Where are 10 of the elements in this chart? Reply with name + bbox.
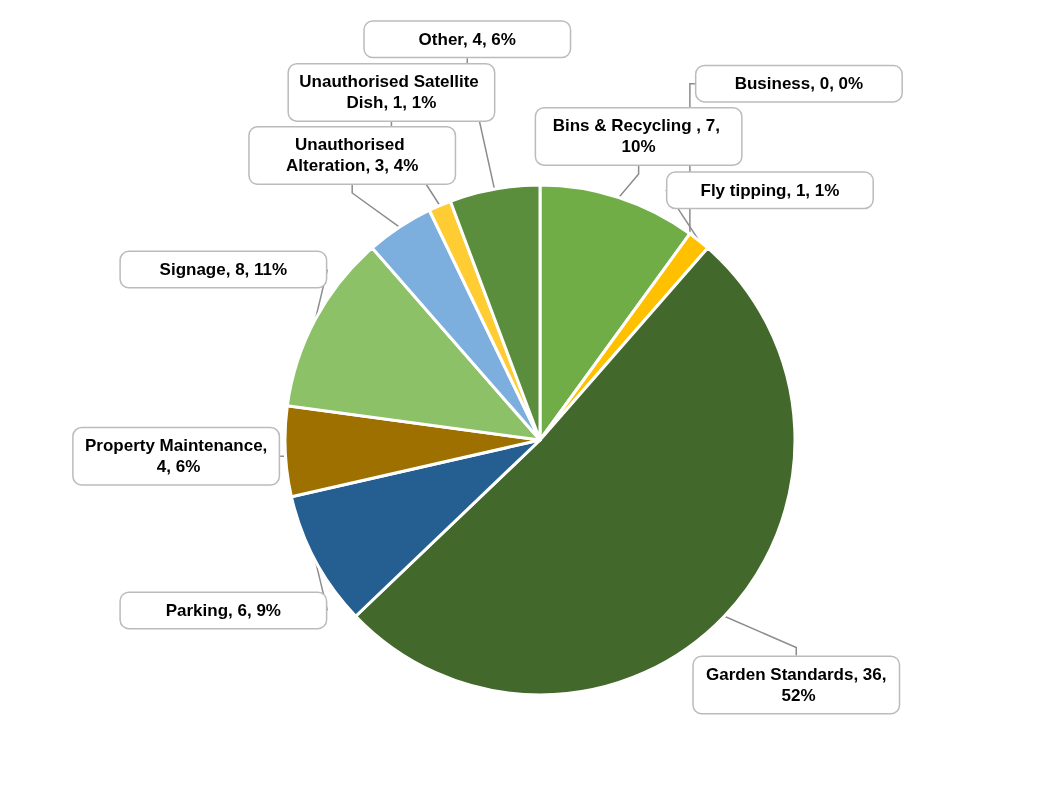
- slice-label: Garden Standards, 36, 52%: [706, 665, 887, 706]
- slice-label: Unauthorised Satellite Dish, 1, 1%: [299, 72, 484, 113]
- slice-label: Fly tipping, 1, 1%: [700, 180, 840, 200]
- category-label: Business, 0, 0%: [734, 74, 864, 94]
- slice-label: Signage, 8, 11%: [159, 260, 288, 280]
- slice-label: Unauthorised Alteration, 3, 4%: [286, 135, 419, 176]
- slice-label: Other, 4, 6%: [418, 29, 516, 49]
- slice-label: Bins & Recycling , 7, 10%: [552, 116, 725, 157]
- slice-label: Property Maintenance, 4, 6%: [84, 436, 268, 477]
- slice-label: Parking, 6, 9%: [165, 600, 281, 620]
